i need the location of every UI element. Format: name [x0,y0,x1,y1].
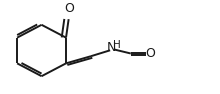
Text: O: O [64,2,74,15]
Text: N: N [106,41,116,54]
Text: H: H [113,40,121,50]
Text: O: O [145,47,155,60]
